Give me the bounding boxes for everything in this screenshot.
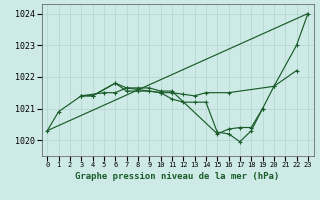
X-axis label: Graphe pression niveau de la mer (hPa): Graphe pression niveau de la mer (hPa) — [76, 172, 280, 181]
